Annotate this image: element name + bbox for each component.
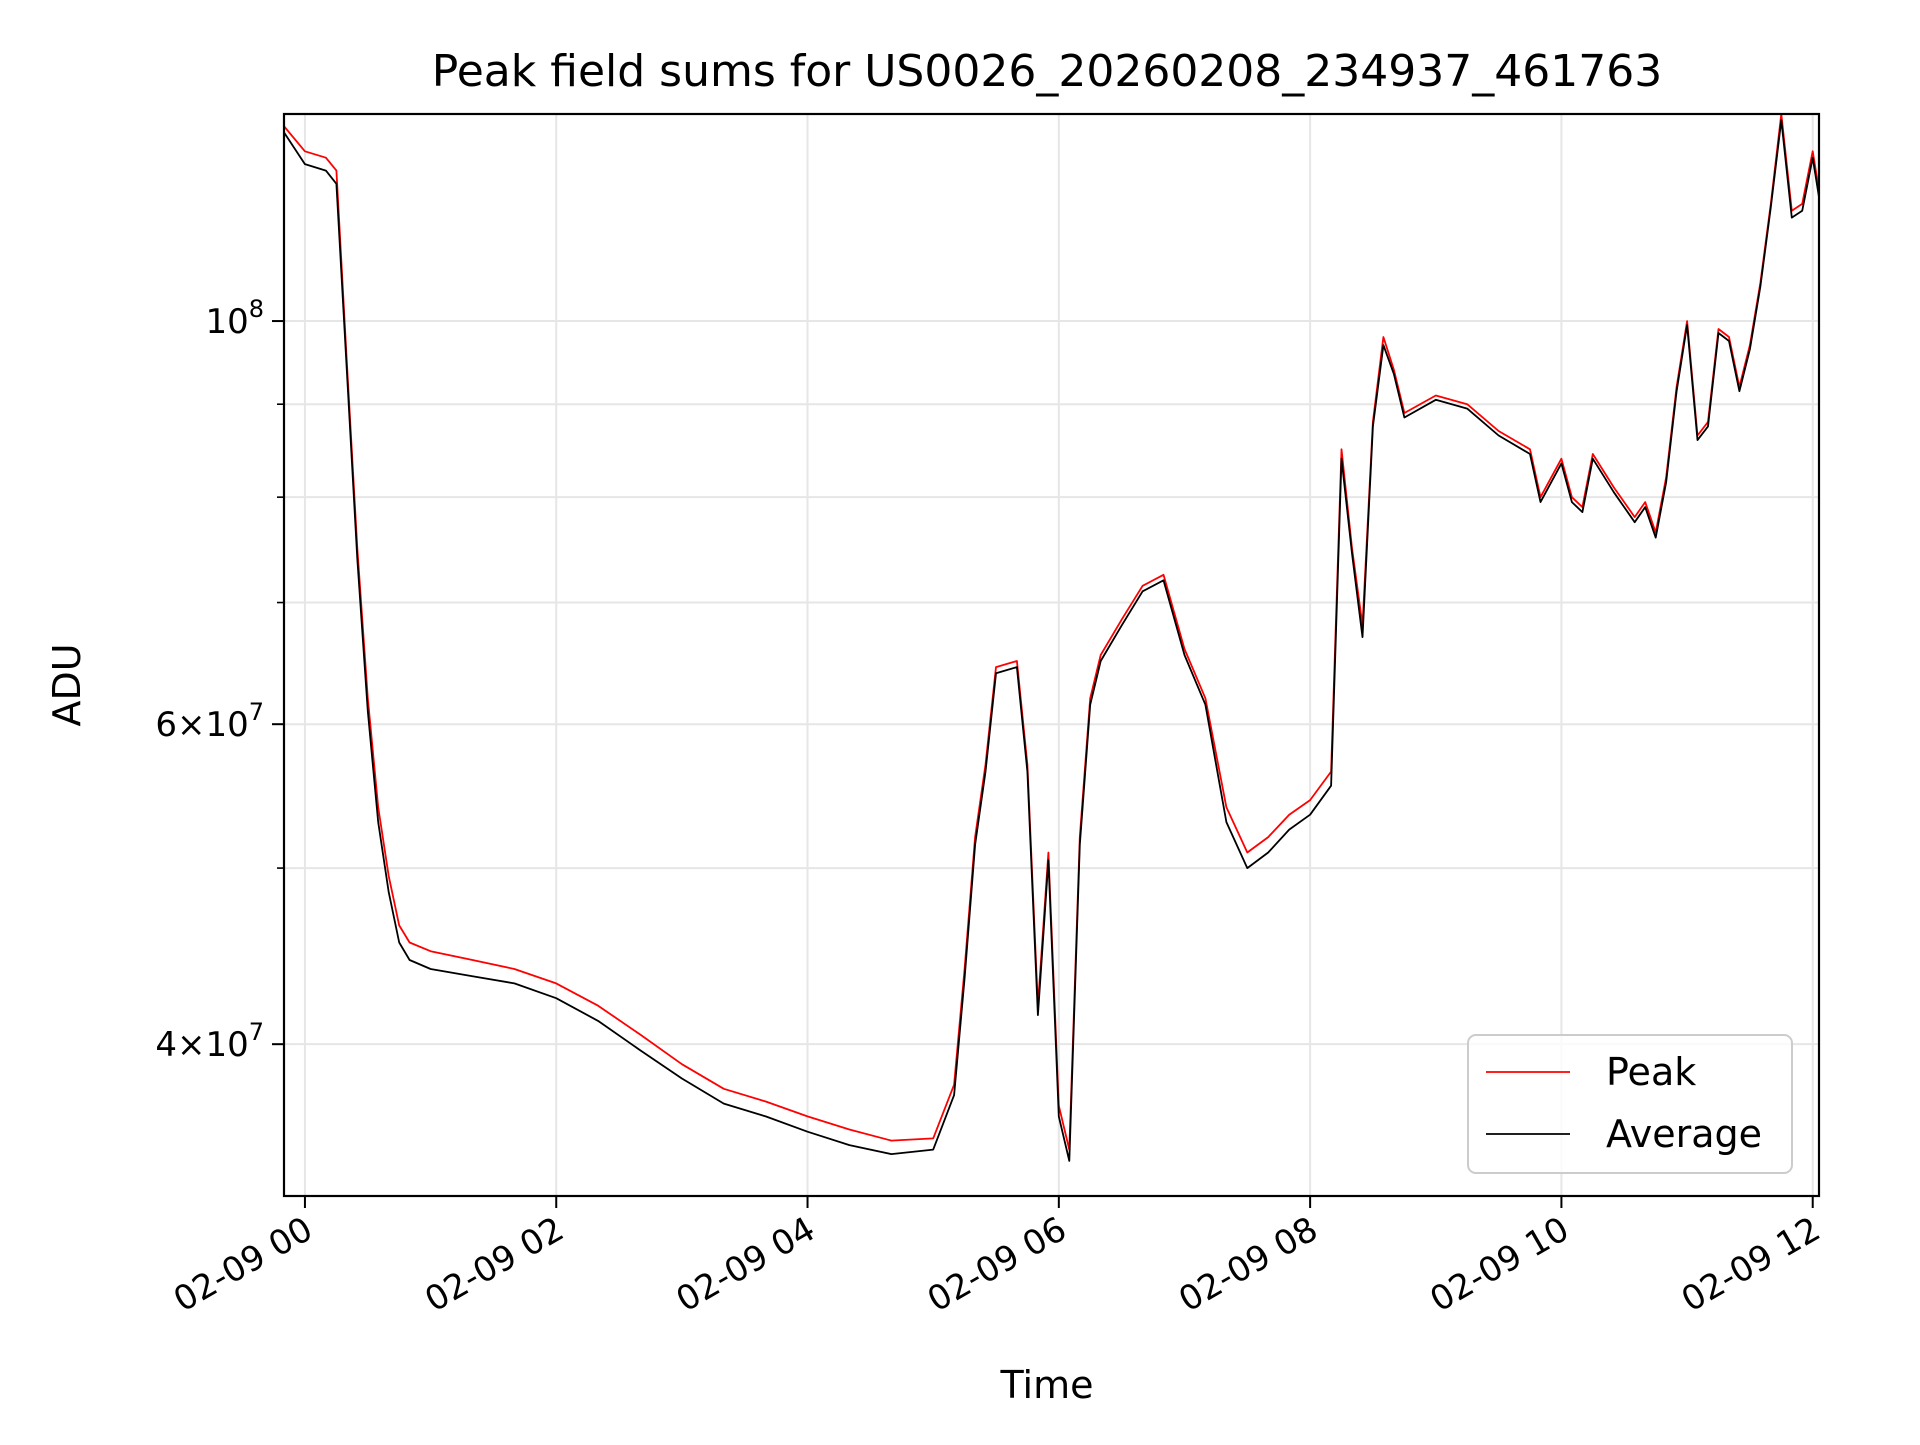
legend-average-label: Average — [1606, 1112, 1762, 1156]
legend-peak-label: Peak — [1606, 1050, 1696, 1094]
chart-title: Peak field sums for US0026_20260208_2349… — [432, 46, 1662, 97]
series-line-average — [283, 119, 1820, 1162]
y-tick-label: 108 — [205, 295, 264, 342]
plot-frame — [282, 112, 1821, 1198]
legend-box — [1467, 1034, 1793, 1174]
series-layer — [283, 113, 1820, 1162]
y-axis: 4×107 6×107 108 — [155, 295, 284, 1065]
y-axis-label: ADU — [45, 643, 89, 726]
y-tick-label: 6×107 — [155, 698, 264, 745]
legend: Peak Average — [1467, 1034, 1793, 1174]
y-tick-label: 4×107 — [155, 1018, 264, 1065]
grid — [284, 114, 1819, 1196]
x-axis-label: Time — [1000, 1363, 1094, 1407]
